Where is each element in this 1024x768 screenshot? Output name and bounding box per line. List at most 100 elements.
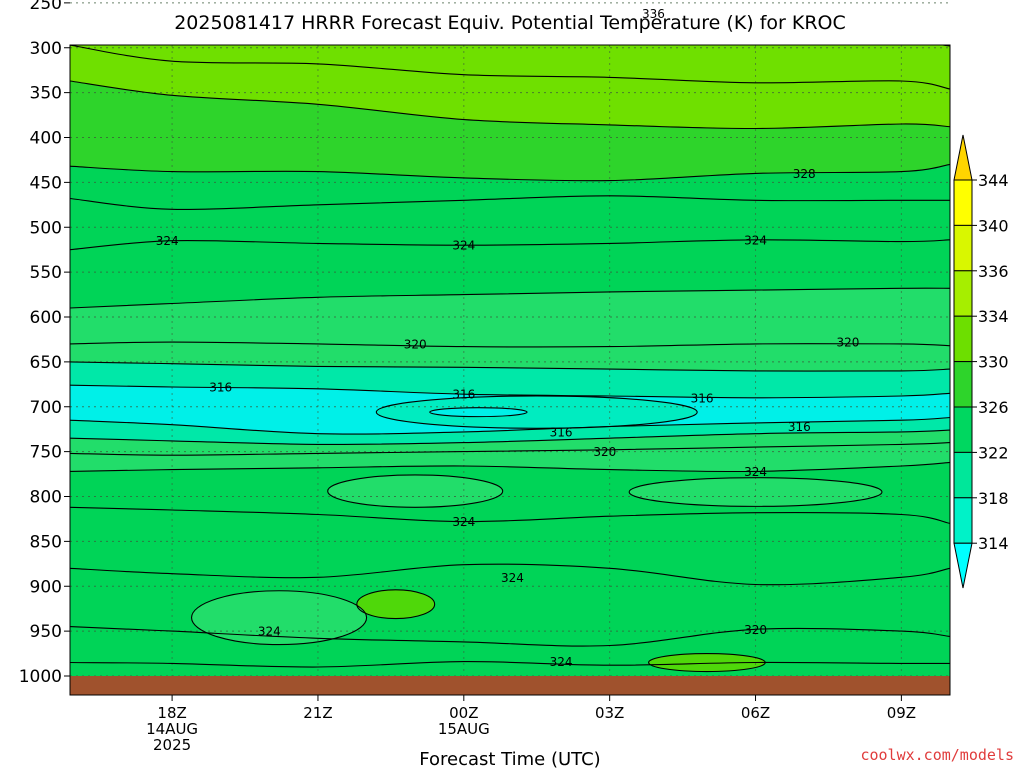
plot-frame (69, 44, 951, 696)
contour-line-324 (70, 239, 950, 251)
chart-title: 2025081417 HRRR Forecast Equiv. Potentia… (174, 12, 846, 34)
x-tick-label-2025: 2025 (153, 736, 191, 754)
y-tick-label-700: 700 (30, 398, 62, 418)
y-tick-label-650: 650 (30, 353, 62, 373)
closed-contour-326 (648, 653, 766, 673)
closed-fill-316 (376, 395, 698, 429)
contour-label-324: 324 (452, 515, 475, 529)
contour-label-324: 324 (744, 233, 767, 247)
contour-label-336: 336 (642, 7, 665, 21)
contour-label-320: 320 (836, 336, 859, 350)
contour-line-330 (70, 80, 950, 130)
colorbar-band (953, 497, 973, 544)
colorbar-extend-top (953, 134, 973, 181)
contour-line-332 (70, 45, 950, 90)
x-tick-label-03z: 03Z (595, 704, 624, 722)
contour-label-316: 316 (209, 381, 232, 395)
x-tick-label-14aug: 14AUG (146, 720, 198, 738)
contour-line-318 (70, 429, 950, 446)
contour-label-324: 324 (156, 234, 179, 248)
y-tick-label-500: 500 (30, 218, 62, 238)
contour-line-324 (70, 661, 950, 668)
colorbar: 344 340 336 334 330 326 322 318 314 (953, 134, 1009, 589)
contour-line-316 (70, 416, 950, 435)
colorbar-label-314: 314 (978, 534, 1009, 553)
closed-fill-322 (327, 474, 503, 508)
x-tick-label-21z: 21Z (303, 704, 332, 722)
contour-line-318 (70, 361, 950, 372)
contour-line-322 (70, 563, 950, 586)
y-tick-label-1000: 1000 (19, 667, 62, 687)
y-tick-label-600: 600 (30, 308, 62, 328)
ground-fill (70, 676, 950, 695)
credit-text: coolwx.com/models (860, 746, 1014, 764)
contour-label-320: 320 (744, 623, 767, 637)
x-axis-label: Forecast Time (UTC) (419, 749, 600, 768)
closed-fill-326 (648, 653, 766, 672)
colorbar-band (953, 179, 973, 226)
closed-contour-322 (327, 474, 504, 508)
contour-label-320: 320 (593, 445, 616, 459)
contour-label-316: 316 (691, 391, 714, 405)
contour-label-324: 324 (258, 625, 281, 639)
contour-line-324 (70, 506, 950, 524)
closed-fill-322 (629, 477, 882, 507)
colorbar-label-334: 334 (978, 307, 1009, 326)
contour-label-324: 324 (744, 465, 767, 479)
colorbar-label-318: 318 (978, 489, 1009, 508)
closed-fill-314 (429, 407, 528, 417)
closed-contour-322 (628, 477, 883, 507)
contour-label-316: 316 (550, 425, 573, 439)
contour-line-320 (70, 442, 950, 456)
contour-line-328 (70, 163, 950, 182)
colorbar-band (953, 406, 973, 453)
closed-fill-326 (356, 589, 435, 619)
contour-line-320 (70, 341, 950, 348)
contour-line-324 (70, 626, 950, 647)
colorbar-label-336: 336 (978, 262, 1009, 281)
y-tick-label-350: 350 (30, 84, 62, 104)
colorbar-band (953, 315, 973, 363)
colorbar-label-344: 344 (978, 171, 1009, 190)
colorbar-label-340: 340 (978, 216, 1009, 235)
y-tick-label-250: 250 (30, 0, 62, 14)
y-tick-label-900: 900 (30, 577, 62, 597)
colorbar-label-326: 326 (978, 398, 1009, 417)
x-tick-label-06z: 06Z (741, 704, 770, 722)
y-tick-label-950: 950 (30, 622, 62, 642)
y-tick-label-300: 300 (30, 39, 62, 59)
x-tick-label-15aug: 15AUG (438, 720, 490, 738)
colorbar-label-322: 322 (978, 443, 1009, 462)
contour-line-326 (70, 195, 950, 210)
colorbar-band (953, 361, 973, 408)
x-tick-label-18z: 18Z (157, 704, 186, 722)
contour-line-322 (70, 287, 950, 309)
y-tick-label-450: 450 (30, 173, 62, 193)
y-tick-label-550: 550 (30, 263, 62, 283)
closed-contour-316 (375, 395, 698, 429)
closed-contour-314 (429, 407, 528, 418)
contour-fills (70, 45, 950, 695)
contour-line-322 (70, 461, 950, 473)
contour-label-316: 316 (452, 388, 475, 402)
colorbar-band (953, 270, 973, 317)
x-tick-label-00z: 00Z (449, 704, 478, 722)
contour-labels: 3443443443403363283243243243203203163163… (156, 7, 860, 669)
contour-label-320: 320 (404, 337, 427, 351)
y-tick-label-400: 400 (30, 129, 62, 149)
plot-area: 3443443443403363283243243243203203163163… (69, 2, 951, 696)
closed-contour-326 (356, 589, 436, 620)
y-tick-label-800: 800 (30, 488, 62, 508)
contour-lines (70, 45, 950, 673)
colorbar-band (953, 451, 973, 499)
contour-label-324: 324 (452, 239, 475, 253)
contour-label-324: 324 (501, 571, 524, 585)
pressure-axis: 250 300 350 400 450 500 550 600 650 700 750 800 850 9… (19, 0, 70, 687)
y-tick-label-850: 850 (30, 532, 62, 552)
colorbar-label-330: 330 (978, 353, 1009, 372)
contour-line-316 (70, 384, 950, 399)
y-tick-label-750: 750 (30, 443, 62, 463)
contour-label-328: 328 (793, 167, 816, 181)
